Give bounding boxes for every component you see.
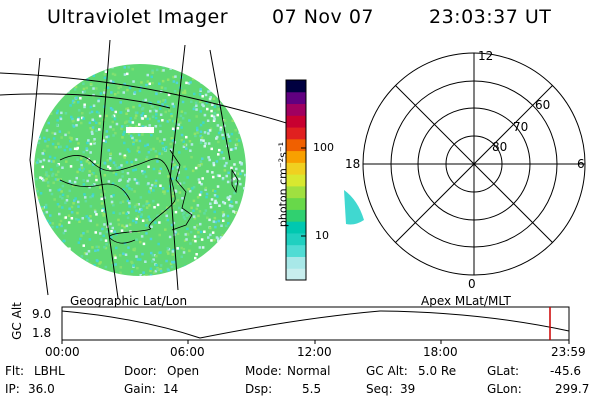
mlt-label-6: 6 xyxy=(577,157,585,171)
gcalt-value: 5.0 Re xyxy=(418,364,457,378)
altitude-curve xyxy=(61,310,570,339)
mlat-ring-label-60: 60 xyxy=(535,98,551,112)
time-tick: 00:00 xyxy=(45,345,80,359)
colorbar-band xyxy=(286,115,306,128)
colorbar-band xyxy=(286,256,306,269)
colorbar-band xyxy=(286,221,306,234)
dsp-label: Dsp: xyxy=(245,382,273,396)
right-panel-label: Apex MLat/MLT xyxy=(421,294,511,308)
door-label: Door: xyxy=(124,364,157,378)
colorbar-tick-10: 10 xyxy=(315,229,329,242)
mode-value: Normal xyxy=(287,364,331,378)
colorbar-band xyxy=(286,244,306,257)
colorbar-band xyxy=(286,91,306,105)
colorbar-band xyxy=(286,80,306,93)
colorbar-band xyxy=(286,150,306,163)
coastlines xyxy=(59,149,239,244)
polar-rings xyxy=(362,52,586,276)
saturated-streak xyxy=(126,127,154,133)
instrument-title: Ultraviolet Imager xyxy=(47,6,229,28)
glon-value: 299.7 xyxy=(555,382,590,396)
flt-value: LBHL xyxy=(34,364,65,378)
mlt-label-18: 18 xyxy=(345,157,361,171)
colorbar-band xyxy=(286,174,306,187)
ip-label: IP: xyxy=(5,382,20,396)
seq-value: 39 xyxy=(400,382,416,396)
date-label: 07 Nov 07 xyxy=(272,6,375,28)
colorbar-band xyxy=(286,185,306,199)
gridlines xyxy=(0,39,306,299)
gain-label: Gain: xyxy=(124,382,156,396)
glon-label: GLon: xyxy=(487,382,522,396)
seq-label: Seq: xyxy=(366,382,393,396)
time-tick: 23:59 xyxy=(551,345,586,359)
mlat-ring-label-70: 70 xyxy=(513,120,529,134)
time-tick: 06:00 xyxy=(170,345,205,359)
left-panel-label: Geographic Lat/Lon xyxy=(70,294,188,308)
gain-value: 14 xyxy=(163,382,179,396)
time-tick: 18:00 xyxy=(423,345,458,359)
gcalt-label: GC Alt: xyxy=(366,364,408,378)
altitude-tick-9: 9.0 xyxy=(32,307,52,321)
glat-label: GLat: xyxy=(487,364,520,378)
time-tick: 12:00 xyxy=(297,345,332,359)
colorbar-band xyxy=(286,197,306,210)
mode-label: Mode: xyxy=(245,364,282,378)
door-value: Open xyxy=(167,364,200,378)
colorbar-band xyxy=(286,162,306,175)
colorbar-band xyxy=(286,103,306,116)
ip-value: 36.0 xyxy=(28,382,55,396)
dsp-value: 5.5 xyxy=(302,382,322,396)
colorbar-tick-100: 100 xyxy=(313,141,334,154)
mlat-ring-label-80: 80 xyxy=(492,140,508,154)
mlt-label-12: 12 xyxy=(478,49,494,63)
colorbar-band xyxy=(286,268,306,281)
geo-disk xyxy=(34,64,246,276)
flt-label: Flt: xyxy=(5,364,24,378)
altitude-ylabel: GC Alt xyxy=(9,302,24,340)
mlt-label-0: 0 xyxy=(468,277,476,291)
colorbar-band xyxy=(286,127,306,140)
polar-edge-emission xyxy=(344,190,364,225)
colorbar-band xyxy=(286,209,306,222)
glat-value: -45.6 xyxy=(550,364,582,378)
time-label: 23:03:37 UT xyxy=(429,6,552,28)
altitude-tick-1-8: 1.8 xyxy=(32,326,52,340)
